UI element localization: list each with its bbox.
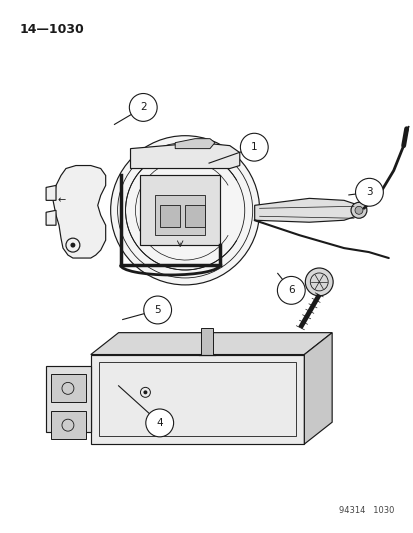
- Polygon shape: [90, 333, 331, 354]
- Circle shape: [350, 203, 366, 218]
- Text: 2: 2: [140, 102, 146, 112]
- Text: 4: 4: [156, 418, 163, 428]
- Text: 5: 5: [154, 305, 161, 315]
- Circle shape: [145, 409, 173, 437]
- Text: ←: ←: [58, 196, 66, 205]
- Polygon shape: [130, 143, 239, 168]
- Circle shape: [117, 143, 252, 278]
- Circle shape: [143, 296, 171, 324]
- Polygon shape: [46, 367, 90, 432]
- Polygon shape: [304, 333, 331, 444]
- Polygon shape: [185, 205, 204, 227]
- Circle shape: [354, 206, 362, 214]
- Text: 94314   1030: 94314 1030: [339, 506, 394, 515]
- Circle shape: [129, 93, 157, 122]
- Circle shape: [125, 151, 244, 270]
- Text: 1: 1: [250, 142, 257, 152]
- Circle shape: [70, 243, 75, 248]
- Polygon shape: [160, 205, 180, 227]
- Polygon shape: [53, 166, 105, 258]
- Polygon shape: [254, 198, 358, 222]
- Circle shape: [110, 136, 259, 285]
- Polygon shape: [51, 411, 85, 439]
- Polygon shape: [90, 354, 304, 444]
- Polygon shape: [51, 375, 85, 402]
- Polygon shape: [140, 175, 219, 245]
- Circle shape: [143, 390, 147, 394]
- Polygon shape: [175, 139, 214, 149]
- Polygon shape: [201, 328, 212, 354]
- Polygon shape: [46, 185, 56, 200]
- Circle shape: [240, 133, 268, 161]
- Text: 14—1030: 14—1030: [19, 23, 84, 36]
- Polygon shape: [46, 211, 56, 225]
- Text: 3: 3: [365, 187, 372, 197]
- Circle shape: [277, 277, 304, 304]
- Circle shape: [355, 179, 382, 206]
- Text: 6: 6: [287, 285, 294, 295]
- Polygon shape: [155, 196, 204, 235]
- Circle shape: [305, 268, 332, 296]
